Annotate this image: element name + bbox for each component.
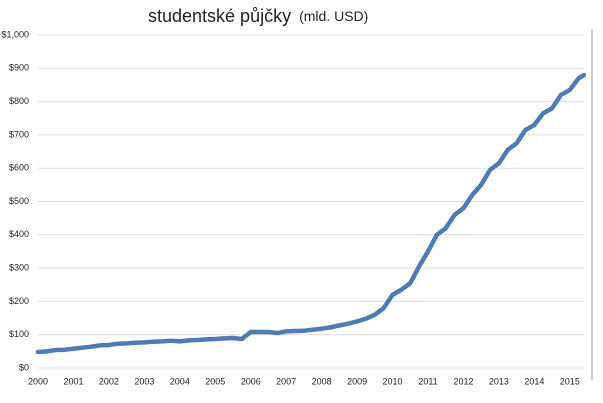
x-tick-label: 2011 — [418, 376, 437, 386]
x-tick-label: 2006 — [241, 376, 261, 386]
x-tick-label: 2008 — [312, 376, 332, 386]
y-tick-label: $500 — [9, 196, 29, 206]
chart-title: studentské půjčky (mld. USD) — [148, 6, 368, 26]
y-tick-label: $1,000 — [1, 29, 29, 39]
x-tick-label: 2010 — [383, 376, 403, 386]
x-tick-label: 2004 — [170, 376, 190, 386]
x-tick-label: 2003 — [134, 376, 154, 386]
y-tick-label: $300 — [9, 262, 29, 272]
x-tick-label: 2001 — [63, 376, 83, 386]
x-tick-label: 2015 — [560, 376, 580, 386]
y-tick-label: $900 — [9, 63, 29, 73]
x-tick-label: 2005 — [205, 376, 225, 386]
x-tick-label: 2013 — [489, 376, 509, 386]
y-tick-label: $400 — [9, 229, 29, 239]
x-tick-label: 2007 — [276, 376, 296, 386]
title: studentské půjčky — [148, 6, 291, 26]
y-tick-label: $200 — [9, 296, 29, 306]
y-tick-label: $100 — [9, 329, 29, 339]
x-tick-label: 2009 — [347, 376, 367, 386]
x-tick-label: 2002 — [99, 376, 119, 386]
y-tick-label: $700 — [9, 129, 29, 139]
x-tick-label: 2014 — [524, 376, 544, 386]
y-tick-label: $800 — [9, 96, 29, 106]
y-tick-label: $600 — [9, 163, 29, 173]
x-tick-label: 2000 — [28, 376, 48, 386]
y-tick-label: $0 — [19, 362, 29, 372]
data-line — [35, 72, 587, 355]
x-tick-label: 2012 — [453, 376, 473, 386]
subtitle: (mld. USD) — [299, 8, 368, 24]
